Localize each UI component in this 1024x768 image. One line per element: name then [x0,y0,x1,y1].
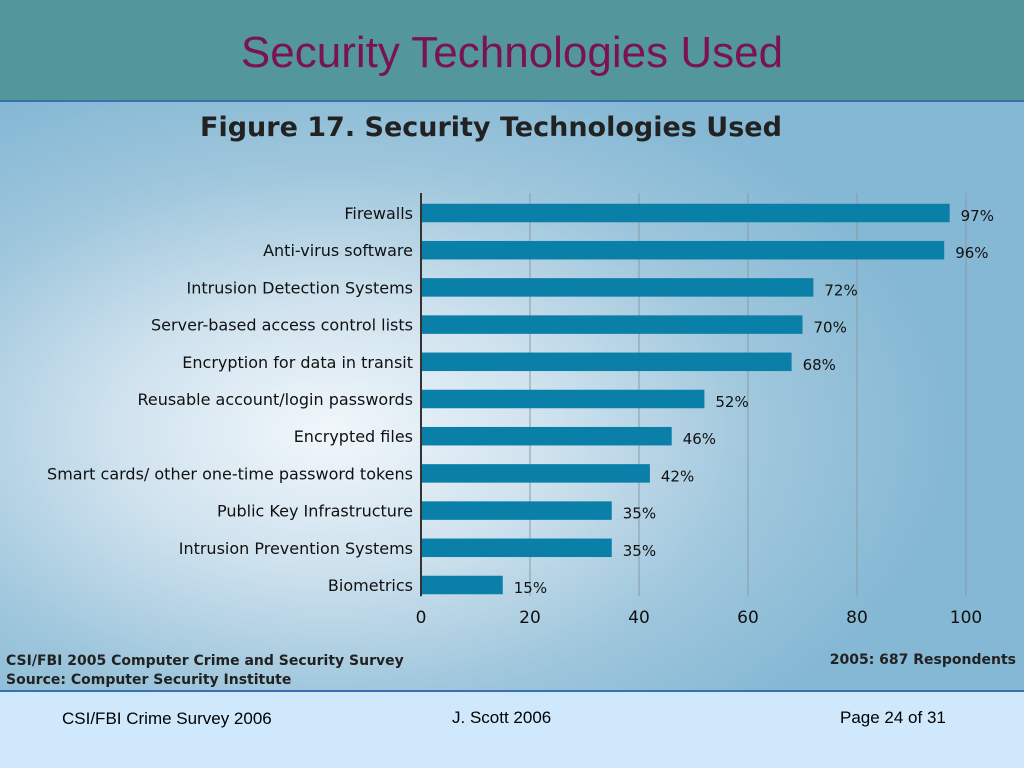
category-label-5: Reusable account/login passwords [137,390,413,409]
x-tick-label-40: 40 [628,608,650,628]
x-tick-label-80: 80 [846,608,868,628]
footer-survey: CSI/FBI Crime Survey 2006 [62,709,272,728]
value-label-10: 15% [514,579,547,597]
value-label-1: 96% [955,244,988,262]
source-survey: CSI/FBI 2005 Computer Crime and Security… [6,653,404,669]
source-institute: Source: Computer Security Institute [6,672,292,688]
category-label-0: Firewalls [344,204,413,223]
respondents-note: 2005: 687 Respondents [829,652,1016,668]
bar-8 [422,501,612,520]
title-band: Security Technologies Used [0,0,1024,100]
x-tick-label-0: 0 [416,608,427,628]
value-label-4: 68% [803,356,836,374]
category-label-2: Intrusion Detection Systems [187,278,413,297]
bar-6 [422,426,672,446]
value-label-8: 35% [623,505,656,523]
bar-2 [422,278,814,297]
x-tick-label-20: 20 [519,608,541,628]
bar-3 [422,315,803,334]
value-label-3: 70% [814,319,847,337]
bar-9 [422,538,612,558]
value-label-9: 35% [623,542,656,560]
category-label-9: Intrusion Prevention Systems [179,539,413,558]
bar-4 [422,352,792,372]
figure-panel: Figure 17. Security Technologies Used Fi… [0,100,1024,692]
bar-0 [422,203,950,223]
slide-title: Security Technologies Used [240,28,784,77]
x-tick-label-60: 60 [737,608,759,628]
category-label-7: Smart cards/ other one-time password tok… [47,464,413,483]
category-label-8: Public Key Infrastructure [217,502,413,521]
value-label-6: 46% [683,430,716,448]
value-label-5: 52% [715,393,748,411]
footer-page-number: Page 24 of 31 [840,708,946,727]
bar-chart: Firewalls 97% Anti-virus software 96% Intrus… [47,193,994,628]
bar-5 [422,389,705,409]
bar-10 [422,575,503,595]
figure-title: Figure 17. Security Technologies Used [200,112,782,143]
category-label-4: Encryption for data in transit [182,353,413,372]
category-label-10: Biometrics [328,576,413,595]
category-label-3: Server-based access control lists [151,316,413,335]
source-note: CSI/FBI 2005 Computer Crime and Security… [6,652,404,690]
category-label-6: Encrypted files [294,427,413,446]
x-tick-label-100: 100 [950,608,982,628]
footer: CSI/FBI Crime Survey 2006 J. Scott 2006 … [0,692,1024,768]
footer-author: J. Scott 2006 [452,708,552,727]
category-label-1: Anti-virus software [263,241,413,260]
bar-7 [422,464,650,483]
bar-1 [422,240,945,260]
value-label-0: 97% [961,207,994,225]
value-label-7: 42% [661,467,694,485]
value-label-2: 72% [824,281,857,299]
